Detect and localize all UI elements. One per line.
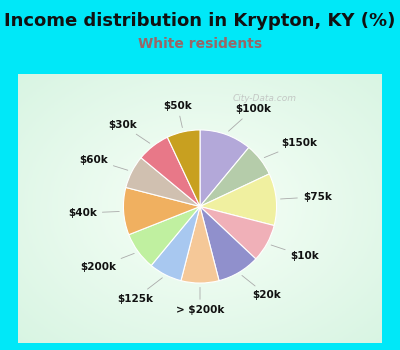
Text: $200k: $200k [80, 253, 134, 272]
Wedge shape [200, 174, 276, 225]
Text: > $200k: > $200k [176, 287, 224, 315]
Wedge shape [168, 130, 200, 206]
Wedge shape [124, 188, 200, 235]
Wedge shape [200, 206, 274, 259]
Text: Income distribution in Krypton, KY (%): Income distribution in Krypton, KY (%) [4, 12, 396, 30]
Text: $20k: $20k [242, 275, 281, 300]
Wedge shape [129, 206, 200, 266]
Text: $60k: $60k [79, 155, 128, 170]
Text: City-Data.com: City-Data.com [233, 94, 297, 103]
Text: $75k: $75k [280, 192, 332, 202]
Wedge shape [200, 147, 269, 206]
Wedge shape [126, 158, 200, 206]
Text: $10k: $10k [271, 245, 319, 261]
Text: $125k: $125k [117, 278, 162, 303]
Wedge shape [141, 137, 200, 206]
Wedge shape [200, 206, 256, 281]
Text: $50k: $50k [163, 101, 192, 128]
Text: $100k: $100k [228, 104, 271, 131]
Wedge shape [200, 130, 249, 206]
Text: $40k: $40k [68, 208, 119, 218]
Text: $150k: $150k [264, 138, 318, 158]
Wedge shape [151, 206, 200, 281]
Wedge shape [181, 206, 219, 283]
Text: White residents: White residents [138, 37, 262, 51]
Text: $30k: $30k [108, 120, 150, 143]
